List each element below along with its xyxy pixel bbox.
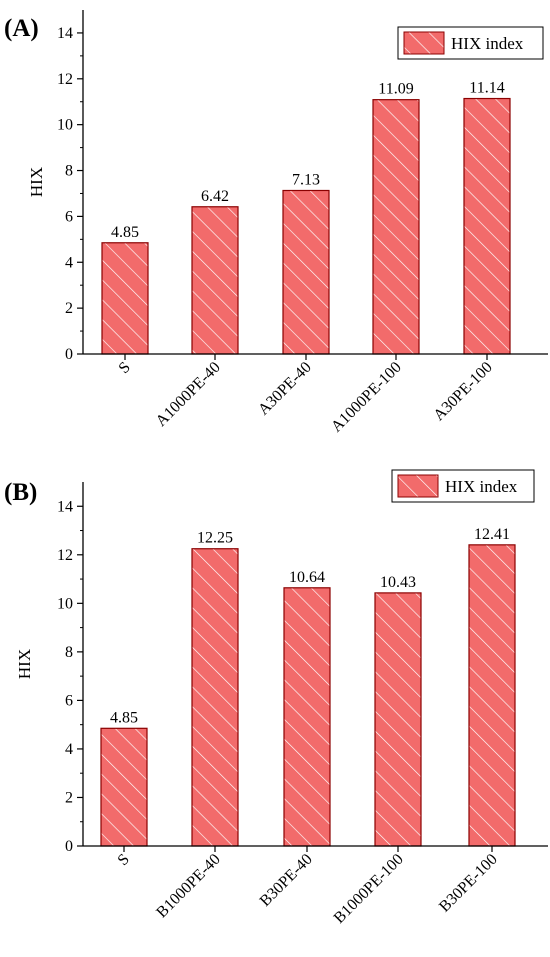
panel-label: (A) <box>4 15 39 42</box>
bar <box>372 99 420 355</box>
panel-label: (B) <box>4 479 37 506</box>
bar <box>283 587 331 847</box>
bar <box>463 97 511 355</box>
y-tick-label: 8 <box>65 163 73 180</box>
data-label: 12.25 <box>197 530 233 547</box>
legend: HIX index <box>397 26 544 60</box>
y-tick-label: 10 <box>57 595 73 612</box>
data-label: 7.13 <box>292 171 320 188</box>
data-label: 4.85 <box>111 224 139 241</box>
y-tick-label: 4 <box>65 741 73 758</box>
bar <box>468 544 516 847</box>
x-tick-label: B30PE-100 <box>436 851 501 916</box>
x-tick-label: S <box>115 851 133 869</box>
legend-label: HIX index <box>445 477 518 496</box>
y-tick-label: 2 <box>65 789 73 806</box>
x-tick-label: A30PE-40 <box>255 359 315 419</box>
bar <box>191 548 239 847</box>
bar <box>101 242 149 355</box>
x-tick-label: A30PE-100 <box>430 359 495 424</box>
chart-panel-a: (A) 4.85 6.42 7.13 11.09 11.14 0 2 4 6 8 10 12 14 S A10… <box>4 10 548 436</box>
y-tick-label: 10 <box>57 117 73 134</box>
x-tick-label: B1000PE-40 <box>153 851 223 921</box>
y-tick-label: 8 <box>65 644 73 661</box>
data-label: 10.43 <box>380 574 416 591</box>
legend-swatch <box>403 31 445 55</box>
legend-label: HIX index <box>451 34 524 53</box>
y-tick-label: 12 <box>57 71 73 88</box>
y-tick-label: 2 <box>65 300 73 317</box>
y-tick-label: 12 <box>57 547 73 564</box>
y-tick-label: 0 <box>65 838 73 855</box>
data-label: 11.09 <box>378 81 413 98</box>
data-label: 4.85 <box>110 709 138 726</box>
y-axis-title: HIX <box>27 167 46 197</box>
data-label: 6.42 <box>201 188 229 205</box>
y-tick-label: 6 <box>65 208 73 225</box>
bar <box>282 189 330 355</box>
data-label: 11.14 <box>469 80 504 97</box>
y-tick-label: 6 <box>65 692 73 709</box>
legend-swatch <box>397 474 439 498</box>
y-tick-label: 14 <box>57 498 73 515</box>
x-tick-label: B1000PE-100 <box>331 851 407 927</box>
y-tick-label: 0 <box>65 346 73 363</box>
legend: HIX index <box>391 469 535 503</box>
chart-panel-b: (B) 4.85 12.25 10.64 10.43 12.41 0 2 4 6 8 10 12 14 S B… <box>4 469 548 927</box>
x-tick-label: S <box>116 359 134 377</box>
x-tick-label: A1000PE-100 <box>328 359 405 436</box>
bar <box>100 727 148 847</box>
x-tick-label: B30PE-40 <box>257 851 316 910</box>
y-tick-label: 4 <box>65 254 73 271</box>
y-axis-title: HIX <box>15 649 34 679</box>
bar <box>374 592 422 847</box>
y-tick-label: 14 <box>57 25 73 42</box>
chart-panels: (A) 4.85 6.42 7.13 11.09 11.14 0 2 4 6 8 10 12 14 S A10… <box>4 10 548 927</box>
x-tick-label: A1000PE-40 <box>153 359 224 430</box>
data-label: 10.64 <box>289 569 325 586</box>
bar <box>191 206 239 355</box>
data-label: 12.41 <box>474 526 510 543</box>
